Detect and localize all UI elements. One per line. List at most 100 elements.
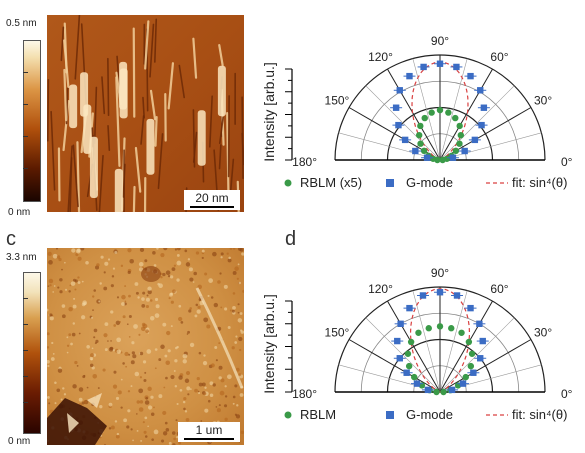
angle-tick-label: 120° — [368, 282, 393, 296]
polar-spoke — [338, 132, 441, 161]
afm-bottom-scalebar: 1 um — [178, 422, 240, 442]
polar-spoke — [365, 85, 441, 161]
gmode-point — [403, 369, 410, 376]
polar-spoke — [439, 68, 493, 161]
gmode-point — [480, 104, 488, 111]
polar-spoke — [439, 339, 532, 393]
gmode-point — [476, 320, 483, 328]
angle-tick-label: 0° — [561, 155, 573, 169]
rblm-point — [411, 373, 418, 381]
rblm-point — [467, 362, 475, 370]
polar-spoke — [412, 58, 441, 161]
polar-spoke — [439, 300, 493, 393]
rblm-point — [456, 122, 463, 130]
gmode-point — [436, 289, 444, 296]
gmode-point — [477, 87, 484, 94]
gmode-point — [423, 154, 431, 161]
gmode-point — [470, 369, 477, 376]
afm-top-colorbar-ticks — [23, 40, 29, 200]
afm-top-colorbar-min: 0 nm — [8, 207, 31, 218]
polar-spoke — [439, 290, 468, 393]
rblm-point — [420, 147, 428, 155]
legend-gmode-label: G-mode — [406, 407, 453, 422]
legend-gmode-marker — [386, 179, 394, 187]
gmode-point — [392, 104, 400, 111]
gmode-point — [396, 87, 403, 94]
polar-spoke — [439, 132, 542, 161]
angle-tick-label: 90° — [431, 266, 449, 280]
polar-spoke — [439, 58, 468, 161]
afm-bottom-colorbar-max: 3.3 nm — [6, 252, 37, 263]
rblm-point — [468, 350, 476, 357]
angle-tick-label: 90° — [431, 34, 449, 48]
polar-spoke — [348, 339, 441, 393]
rblm-point — [457, 131, 465, 139]
afm-bottom-scale-label: 1 um — [195, 423, 223, 437]
afm-top-image — [47, 15, 244, 212]
afm-bottom-colorbar-min: 0 nm — [8, 436, 31, 447]
legend-fit-label: fit: sin⁴(θ) — [512, 175, 567, 190]
gmode-point — [420, 63, 427, 71]
rblm-point — [458, 329, 465, 336]
afm-bottom-colorbar-ticks — [23, 272, 29, 432]
polar-spoke — [365, 317, 441, 393]
gmode-point — [413, 380, 421, 387]
gmode-point — [467, 304, 474, 312]
polar-legend-bottom: RBLM G-mode fit: sin⁴(θ) — [250, 405, 585, 425]
polar-legend-top: RBLM (x5) G-mode fit: sin⁴(θ) — [250, 173, 585, 193]
rblm-point — [445, 109, 452, 116]
rblm-point — [428, 109, 435, 116]
gmode-point — [406, 304, 413, 312]
rblm-point — [436, 323, 444, 330]
legend-rblm-label: RBLM (x5) — [300, 175, 362, 190]
polar-spoke — [387, 300, 441, 393]
panel-letter-d: d — [285, 228, 297, 250]
legend-gmode-label: G-mode — [406, 175, 453, 190]
polar-spoke — [439, 85, 515, 161]
fit-curve — [409, 288, 471, 393]
afm-bottom-image — [47, 248, 244, 445]
legend-rblm-label: RBLM — [300, 407, 336, 422]
polar-chart-bottom: 180° 150° 120° 90° 60° 30° 0° Intensity [arb.u.… — [250, 262, 585, 432]
rblm-point — [440, 388, 447, 396]
rblm-point — [443, 155, 451, 162]
gmode-point — [394, 337, 401, 345]
rblm-point — [425, 325, 432, 332]
rblm-point — [415, 131, 423, 139]
legend-fit-label: fit: sin⁴(θ) — [512, 407, 567, 422]
gmode-point — [396, 355, 403, 362]
panel-letter-c: c — [6, 228, 16, 250]
gmode-point — [453, 63, 460, 71]
legend-rblm-marker — [284, 179, 292, 187]
polar-spoke — [439, 317, 515, 393]
legend-gmode-marker — [386, 411, 394, 419]
gmode-point — [436, 60, 444, 67]
polar-spoke — [412, 290, 441, 393]
gmode-point — [424, 386, 432, 394]
rblm-point — [456, 140, 463, 147]
angle-tick-label: 120° — [368, 50, 393, 64]
gmode-point — [459, 380, 467, 387]
gmode-point — [471, 136, 479, 144]
angle-tick-label: 60° — [490, 50, 508, 64]
gmode-point — [419, 292, 427, 299]
rblm-point — [452, 147, 460, 155]
afm-top-scale-label: 20 nm — [195, 191, 229, 205]
angle-tick-label: 0° — [561, 387, 573, 401]
polar-spoke — [387, 68, 441, 161]
gmode-point — [449, 154, 457, 161]
legend-rblm-marker — [284, 411, 292, 419]
rblm-point — [405, 362, 413, 370]
rblm-point — [433, 388, 440, 396]
gmode-point — [467, 72, 474, 80]
gmode-point — [453, 292, 461, 299]
rblm-point — [407, 338, 415, 346]
rblm-point — [434, 156, 441, 164]
angle-tick-label: 30° — [534, 94, 552, 108]
afm-top-colorbar-max: 0.5 nm — [6, 18, 37, 29]
gmode-point — [401, 136, 409, 144]
rblm-point — [465, 338, 473, 346]
polar-chart-top: 180° 150° 120° 90° 60° 30° 0° Intensity [arb.u.… — [250, 30, 585, 200]
rblm-point — [436, 106, 444, 114]
angle-tick-label: 60° — [490, 282, 508, 296]
